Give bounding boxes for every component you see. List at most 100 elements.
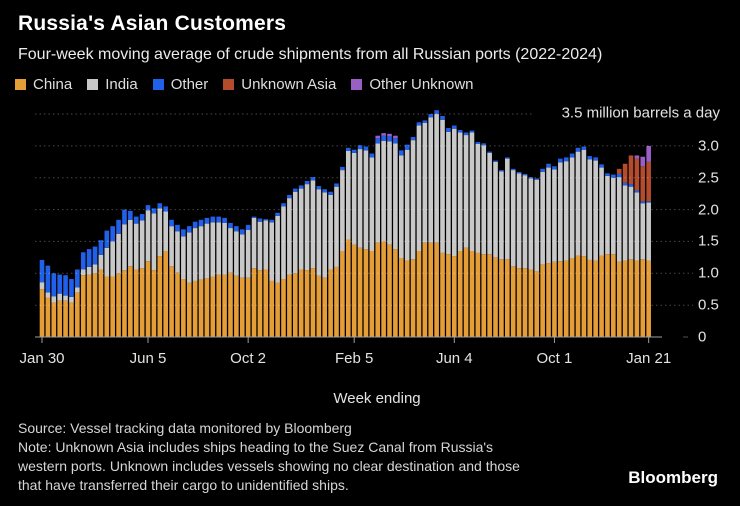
- bar-segment-china: [534, 271, 540, 337]
- bar-segment-china: [599, 255, 604, 337]
- bar-segment-other: [434, 110, 439, 115]
- bar-segment-other: [133, 216, 139, 224]
- bar-segment-china: [569, 258, 575, 337]
- bar-segment-other: [287, 194, 292, 199]
- legend-label-other: Other: [170, 76, 209, 93]
- bar-segment-other: [558, 158, 563, 163]
- bar-segment-india: [334, 186, 339, 267]
- bar-segment-india: [599, 167, 604, 256]
- bar-segment-india: [304, 184, 310, 271]
- bloomberg-logo: Bloomberg: [628, 468, 718, 487]
- bar-segment-china: [404, 260, 410, 337]
- bar-segment-china: [245, 277, 251, 337]
- bar-segment-india: [487, 152, 492, 255]
- bar-segment-china: [345, 239, 351, 337]
- bar-segment-other: [487, 151, 492, 153]
- bar-segment-other: [45, 265, 51, 293]
- china-color-swatch: [15, 79, 26, 90]
- legend-item-other: Other: [152, 76, 209, 93]
- bar-segment-other: [198, 219, 204, 227]
- bar-segment-india: [210, 222, 216, 277]
- bar-segment-india: [57, 293, 62, 301]
- bar-segment-china: [234, 275, 239, 337]
- bar-segment-other: [357, 145, 363, 150]
- bar-segment-other: [210, 216, 216, 223]
- y-tick-label: 1.5: [698, 232, 719, 250]
- bar-segment-china: [416, 251, 422, 337]
- bar-segment-china: [139, 268, 145, 337]
- bar-segment-other: [128, 210, 133, 220]
- bar-segment-other: [375, 138, 381, 144]
- bar-segment-china: [116, 273, 121, 337]
- bar-segment-china: [640, 259, 646, 337]
- bar-segment-china: [575, 255, 581, 337]
- bar-segment-india: [281, 206, 286, 280]
- bar-segment-other: [381, 135, 386, 141]
- bar-segment-china: [505, 259, 510, 337]
- bar-segment-china: [634, 260, 640, 337]
- legend-item-unknown-asia: Unknown Asia: [223, 76, 336, 93]
- bar-segment-india: [499, 171, 504, 260]
- bar-segment-other: [139, 214, 145, 221]
- bar-segment-india: [351, 152, 357, 245]
- chart-subtitle: Four-week moving average of crude shipme…: [18, 46, 603, 63]
- bar-segment-china: [310, 268, 316, 337]
- bar-segment-other: [239, 229, 245, 235]
- bar-segment-china: [457, 251, 463, 337]
- bar-segment-india: [552, 169, 557, 262]
- bar-segment-other: [151, 208, 157, 214]
- bar-segment-india: [69, 296, 74, 303]
- bar-segment-other: [75, 269, 80, 288]
- bar-segment-china: [587, 259, 593, 337]
- source-line: Source: Vessel tracking data monitored b…: [18, 420, 352, 436]
- unknown-asia-color-swatch: [223, 79, 235, 90]
- bar-segment-china: [334, 266, 339, 337]
- bar-segment-other: [269, 219, 275, 223]
- bar-segment-china: [228, 272, 233, 337]
- bar-segment-other: [475, 142, 481, 144]
- bar-segment-other: [581, 146, 587, 150]
- bar-segment-china: [434, 242, 439, 337]
- bar-segment-other: [505, 157, 510, 159]
- bar-segment-china: [393, 249, 398, 337]
- bar-segment-china: [510, 266, 516, 337]
- bar-segment-china: [192, 280, 198, 337]
- footer-notes: Source: Vessel tracking data monitored b…: [18, 419, 520, 495]
- bar-segment-china: [646, 260, 651, 337]
- bar-segment-china: [275, 282, 280, 337]
- x-tick-label: Jan 21: [626, 350, 672, 367]
- bar-segment-india: [186, 232, 192, 283]
- bar-segment-china: [452, 256, 457, 337]
- bar-segment-india: [558, 162, 563, 262]
- bar-segment-other: [51, 273, 57, 297]
- other-unknown-color-swatch: [351, 79, 363, 90]
- bar-segment-other: [398, 150, 404, 156]
- bar-segment-china: [316, 275, 322, 337]
- bar-segment-other: [575, 147, 581, 152]
- bar-segment-india: [216, 222, 221, 275]
- bar-segment-india: [104, 247, 110, 277]
- bar-segment-india: [375, 143, 381, 243]
- bar-segment-india: [151, 213, 157, 271]
- bar-segment-china: [122, 270, 127, 338]
- y-axis-unit-label: 3.5 million barrels a day: [561, 104, 720, 122]
- legend-item-china: China: [15, 76, 72, 93]
- bar-segment-india: [522, 175, 528, 269]
- bar-segment-india: [198, 226, 204, 280]
- bar-segment-india: [363, 150, 369, 250]
- bar-segment-other: [516, 172, 522, 174]
- y-tick-label: 2.0: [698, 201, 719, 219]
- bar-segment-india: [80, 269, 86, 276]
- bar-segment-other: [298, 185, 304, 189]
- bar-segment-other: [328, 191, 333, 195]
- bar-segment-china: [298, 269, 304, 337]
- bar-segment-india: [516, 173, 522, 269]
- bar-segment-china: [616, 261, 622, 337]
- bar-segment-india: [98, 254, 104, 270]
- bar-segment-india: [116, 233, 121, 274]
- bar-segment-india: [505, 158, 510, 260]
- bar-segment-india: [428, 117, 434, 243]
- bar-segment-china: [69, 302, 74, 337]
- bar-segment-china: [381, 241, 386, 337]
- bar-segment-india: [310, 180, 316, 269]
